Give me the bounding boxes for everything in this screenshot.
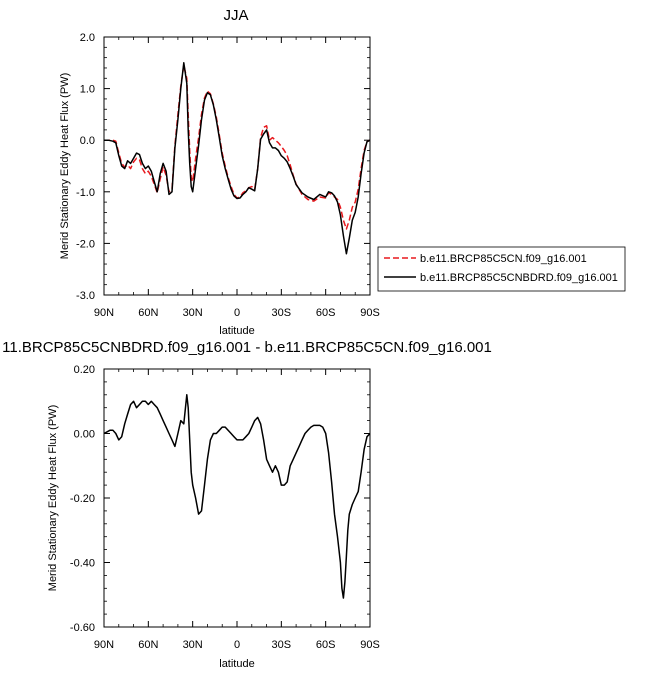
top-x-tick-label: 60N	[138, 307, 158, 319]
top-y-tick-label: -3.0	[76, 290, 95, 302]
bottom-y-tick-label: 0.20	[74, 364, 95, 376]
top-x-tick-label: 90S	[360, 307, 380, 319]
top-y-axis-label: Merid Stationary Eddy Heat Flux (PW)	[59, 73, 71, 259]
legend-label-cn: b.e11.BRCP85C5CN.f09_g16.001	[420, 253, 587, 265]
top-x-tick-label: 30S	[272, 307, 292, 319]
bottom-x-tick-label: 90S	[360, 639, 380, 651]
bottom-y-tick-label: -0.40	[70, 558, 95, 570]
top-y-tick-label: 2.0	[80, 32, 95, 44]
top-plot-frame	[103, 36, 371, 296]
bottom-y-axis-label: Merid Stationary Eddy Heat Flux (PW)	[47, 405, 59, 591]
bottom-x-tick-label: 90N	[94, 639, 114, 651]
top-y-tick-label: -1.0	[76, 187, 95, 199]
top-y-tick-label: -2.0	[76, 238, 95, 250]
top-series-line-0	[104, 64, 371, 230]
top-x-axis-label: latitude	[219, 325, 254, 337]
top-x-tick-label: 90N	[94, 307, 114, 319]
top-x-tick-label: 30N	[183, 307, 203, 319]
legend-label-cnbdrd: b.e11.BRCP85C5CNBDRD.f09_g16.001	[420, 272, 618, 284]
bottom-x-ticks: 90N 60N 30N 0 30S 60S 90S	[94, 369, 380, 651]
bottom-y-tick-label: -0.20	[70, 493, 95, 505]
bottom-x-tick-label: 60N	[138, 639, 158, 651]
top-y-tick-label: 0.0	[80, 135, 95, 147]
top-y-tick-label: 1.0	[80, 84, 95, 96]
bottom-plot-frame	[103, 368, 371, 628]
bottom-x-tick-label: 0	[234, 639, 240, 651]
top-panel: JJA Merid Stationary Eddy Heat Flux (PW)…	[59, 7, 380, 337]
bottom-series-lines	[103, 394, 371, 599]
legend-box	[377, 246, 626, 292]
bottom-x-tick-label: 30S	[272, 639, 292, 651]
bottom-panel: 11.BRCP85C5CNBDRD.f09_g16.001 - b.e11.BR…	[2, 339, 492, 670]
bottom-y-tick-label: 0.00	[74, 429, 95, 441]
top-x-tick-label: 0	[234, 307, 240, 319]
legend: b.e11.BRCP85C5CN.f09_g16.001 b.e11.BRCP8…	[377, 246, 626, 292]
bottom-y-tick-label: -0.60	[70, 622, 95, 634]
bottom-x-axis-label: latitude	[219, 658, 254, 670]
top-x-tick-label: 60S	[316, 307, 336, 319]
bottom-y-ticks: -0.60 -0.40 -0.20 0.00 0.20	[70, 364, 370, 634]
bottom-x-tick-label: 60S	[316, 639, 336, 651]
bottom-chart-title: 11.BRCP85C5CNBDRD.f09_g16.001 - b.e11.BR…	[2, 339, 492, 356]
top-y-ticks: -3.0 -2.0 -1.0 0.0 1.0 2.0	[76, 32, 370, 302]
top-chart-title: JJA	[223, 7, 248, 24]
bottom-x-tick-label: 30N	[183, 639, 203, 651]
bottom-series-line-0	[103, 394, 371, 599]
top-series-line-1	[104, 62, 371, 255]
top-series-lines	[104, 62, 371, 255]
top-x-ticks: 90N 60N 30N 0 30S 60S 90S	[94, 37, 380, 319]
